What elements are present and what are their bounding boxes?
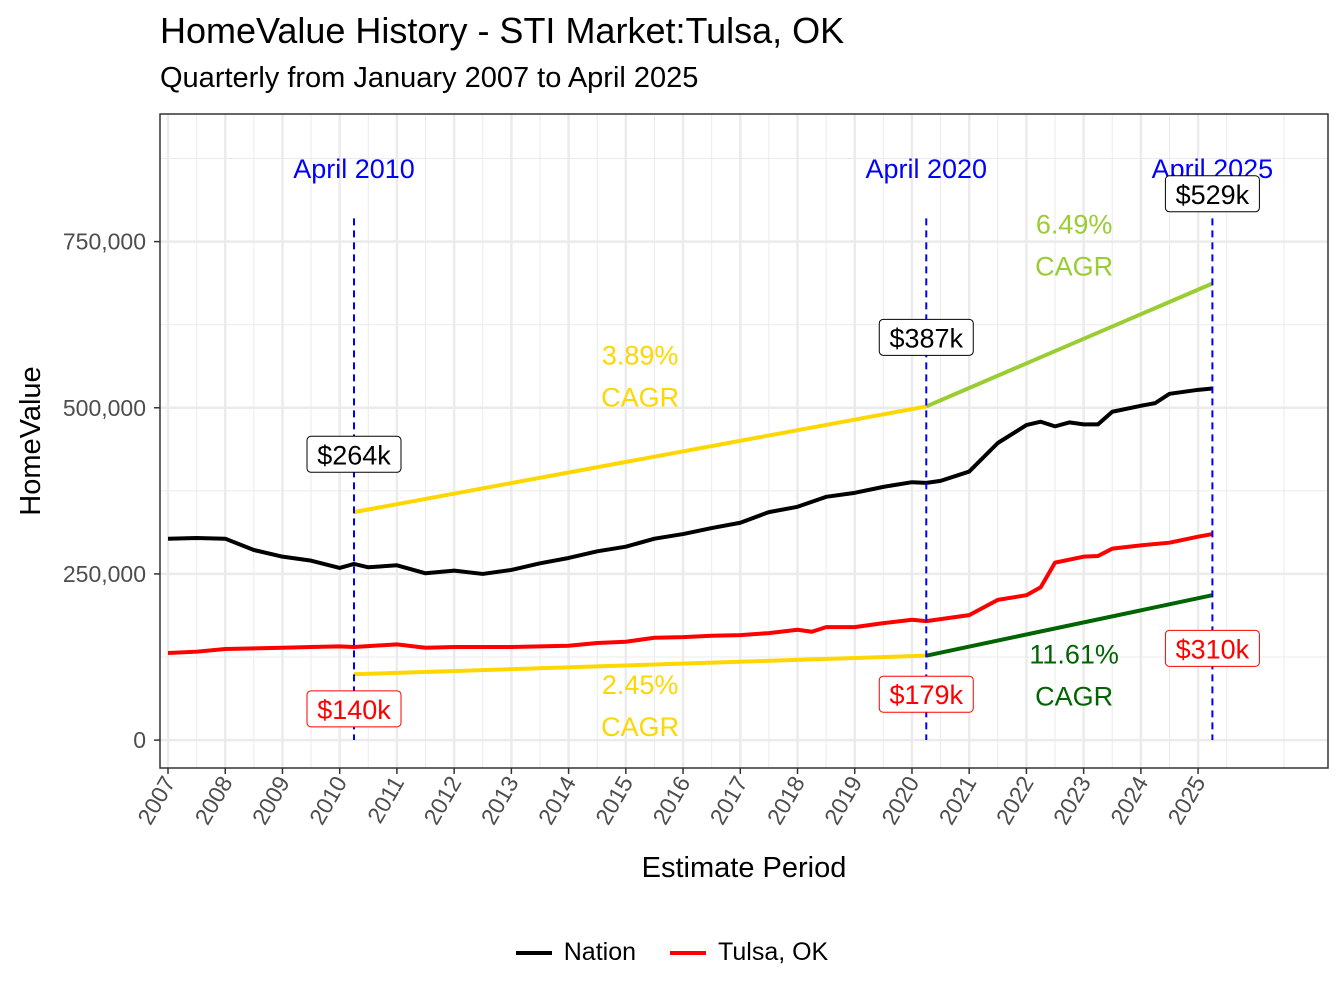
value-label: $310k [1176, 634, 1250, 664]
cagr-label: 6.49% [1036, 210, 1113, 240]
x-tick-label: 2021 [933, 772, 981, 829]
y-tick-label: 250,000 [63, 561, 146, 587]
legend-key-nation [515, 950, 552, 955]
x-tick-label: 2023 [1048, 772, 1096, 829]
chart-title: HomeValue History - STI Market:Tulsa, OK [160, 10, 845, 51]
plot-border [159, 113, 1329, 769]
x-tick-label: 2018 [762, 772, 810, 829]
x-tick-label: 2011 [362, 772, 409, 828]
x-tick-label: 2010 [304, 772, 352, 829]
x-tick-label: 2008 [189, 772, 237, 829]
legend-label: Tulsa, OK [718, 938, 829, 966]
cagr-label: CAGR [1035, 252, 1113, 282]
value-label-box [306, 690, 402, 728]
value-label: $140k [317, 695, 391, 725]
cagr-trend-line [353, 653, 927, 677]
series-line-nation [167, 386, 1213, 576]
legend-item-tulsa: Tulsa, OK [670, 938, 828, 967]
event-label: April 2010 [293, 154, 415, 184]
x-tick-label: 2014 [533, 771, 581, 828]
cagr-trend-line [925, 593, 1213, 658]
cagr-label: CAGR [601, 712, 679, 742]
value-label-box [306, 435, 402, 473]
value-label: $264k [317, 440, 391, 470]
x-tick-label: 2015 [590, 772, 638, 829]
x-tick-label: 2025 [1162, 772, 1210, 829]
cagr-label: CAGR [601, 383, 679, 413]
y-axis-title: HomeValue [15, 366, 47, 515]
cagr-label: CAGR [1035, 682, 1113, 712]
x-tick-label: 2024 [1105, 771, 1153, 828]
y-tick-label: 750,000 [63, 229, 146, 255]
x-tick-label: 2013 [476, 772, 524, 829]
cagr-label: 2.45% [602, 670, 679, 700]
event-label: April 2020 [865, 154, 987, 184]
series-line-tulsa-ok [167, 532, 1213, 656]
x-tick-label: 2009 [247, 772, 295, 829]
chart-subtitle: Quarterly from January 2007 to April 202… [160, 62, 699, 94]
x-tick-label: 2012 [418, 772, 466, 829]
cagr-label: 3.89% [602, 341, 679, 371]
legend-label: Nation [563, 938, 637, 966]
cagr-trend-line [353, 404, 927, 515]
value-label-box [878, 318, 974, 356]
x-tick-label: 2007 [132, 772, 180, 829]
x-tick-label: 2022 [991, 772, 1039, 829]
x-tick-label: 2017 [705, 772, 753, 829]
legend: Nation Tulsa, OK [0, 938, 1344, 967]
value-label-box [1164, 175, 1260, 213]
value-label-box [1164, 629, 1260, 667]
x-axis-title: Estimate Period [642, 852, 847, 884]
value-label: $387k [889, 323, 963, 353]
y-tick-label: 500,000 [63, 395, 146, 421]
legend-key-tulsa [670, 950, 707, 955]
value-label-box [878, 675, 974, 713]
legend-item-nation: Nation [515, 938, 637, 967]
x-tick-label: 2020 [876, 772, 924, 829]
cagr-label: 11.61% [1029, 640, 1119, 670]
y-tick-label: 0 [133, 727, 146, 753]
value-label: $529k [1176, 180, 1250, 210]
cagr-trend-line [925, 281, 1214, 409]
x-tick-label: 2019 [819, 772, 867, 829]
value-label: $179k [889, 680, 963, 710]
x-tick-label: 2016 [647, 772, 695, 829]
